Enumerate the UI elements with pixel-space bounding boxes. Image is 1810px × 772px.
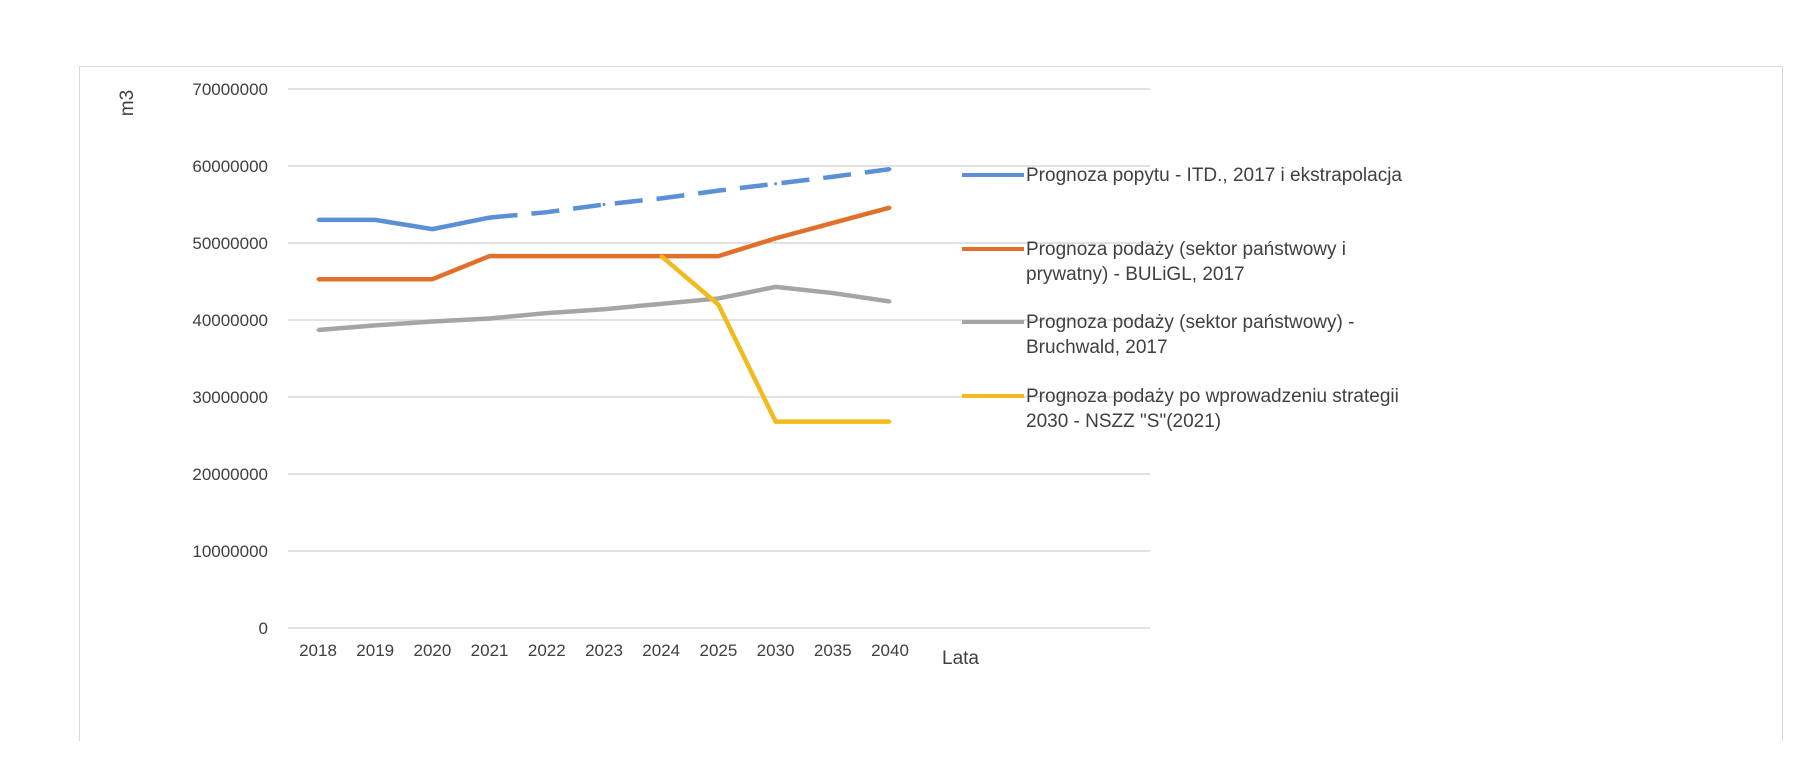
data-point bbox=[888, 420, 892, 424]
y-axis-ticks: 70000000 60000000 50000000 40000000 30000000… bbox=[192, 80, 268, 638]
data-point bbox=[488, 316, 492, 320]
x-tick-label: 2024 bbox=[642, 641, 680, 660]
legend-entry-4: Prognoza podaży po wprowadzeniu strategi… bbox=[962, 386, 1399, 432]
legend-entry-3: Prognoza podaży (sektor państwowy) - Bruc… bbox=[962, 312, 1354, 358]
series-line-dashed bbox=[489, 166, 891, 220]
data-point bbox=[545, 254, 549, 258]
data-point bbox=[716, 303, 720, 307]
data-point bbox=[716, 296, 720, 300]
data-point bbox=[316, 218, 320, 222]
legend-label: Prognoza podaży (sektor państwowy) - bbox=[1026, 312, 1354, 333]
data-point bbox=[545, 311, 549, 315]
data-point bbox=[602, 307, 606, 311]
legend: Prognoza popytu - ITD., 2017 i ekstrapol… bbox=[962, 165, 1402, 432]
x-tick-label: 2035 bbox=[814, 641, 852, 660]
x-tick-label: 2021 bbox=[471, 641, 509, 660]
legend-label: Bruchwald, 2017 bbox=[1026, 337, 1168, 358]
data-point bbox=[774, 236, 778, 240]
data-point bbox=[488, 254, 492, 258]
data-point bbox=[659, 196, 663, 200]
x-tick-label: 2023 bbox=[585, 641, 623, 660]
y-tick-label: 70000000 bbox=[192, 80, 268, 99]
grid-lines bbox=[288, 88, 1150, 629]
data-point bbox=[373, 323, 377, 327]
data-point bbox=[831, 420, 835, 424]
data-point bbox=[488, 216, 492, 220]
series-line-solid bbox=[318, 215, 491, 232]
x-tick-label: 2030 bbox=[757, 641, 795, 660]
data-point bbox=[430, 277, 434, 281]
series-1 bbox=[316, 166, 892, 232]
data-point bbox=[659, 254, 663, 258]
x-tick-label: 2022 bbox=[528, 641, 566, 660]
data-point bbox=[716, 254, 720, 258]
y-tick-label: 60000000 bbox=[192, 157, 268, 176]
y-tick-label: 0 bbox=[259, 619, 268, 638]
data-point bbox=[659, 302, 663, 306]
y-tick-label: 30000000 bbox=[192, 388, 268, 407]
data-point bbox=[774, 420, 778, 424]
data-point bbox=[316, 328, 320, 332]
series-lines bbox=[316, 166, 892, 424]
legend-label: Prognoza podaży po wprowadzeniu strategi… bbox=[1026, 386, 1399, 407]
legend-entry-2: Prognoza podaży (sektor państwowy i prywa… bbox=[962, 239, 1346, 285]
y-tick-label: 40000000 bbox=[192, 311, 268, 330]
x-axis-title: Lata bbox=[942, 648, 979, 669]
y-tick-label: 20000000 bbox=[192, 465, 268, 484]
data-point bbox=[430, 320, 434, 324]
x-tick-label: 2018 bbox=[299, 641, 337, 660]
x-tick-label: 2025 bbox=[699, 641, 737, 660]
data-point bbox=[602, 254, 606, 258]
data-point bbox=[888, 206, 892, 210]
series-3 bbox=[316, 284, 892, 333]
data-point bbox=[831, 175, 835, 179]
legend-label: Prognoza popytu - ITD., 2017 i ekstrapol… bbox=[1026, 165, 1402, 186]
data-point bbox=[373, 277, 377, 281]
data-point bbox=[373, 218, 377, 222]
data-point bbox=[774, 182, 778, 186]
legend-label: prywatny) - BULiGL, 2017 bbox=[1026, 264, 1245, 285]
x-tick-label: 2019 bbox=[356, 641, 394, 660]
series-4 bbox=[659, 254, 892, 424]
data-point bbox=[316, 277, 320, 281]
y-tick-label: 10000000 bbox=[192, 542, 268, 561]
y-axis-title: m3 bbox=[117, 90, 138, 116]
legend-label: Prognoza podaży (sektor państwowy i bbox=[1026, 239, 1346, 260]
x-tick-label: 2020 bbox=[413, 641, 451, 660]
data-point bbox=[888, 300, 892, 304]
x-axis-ticks: 2018 2019 2020 2021 2022 2023 2024 2025 2030 2035… bbox=[299, 641, 909, 660]
legend-entry-1: Prognoza popytu - ITD., 2017 i ekstrapol… bbox=[962, 165, 1402, 186]
y-tick-label: 50000000 bbox=[192, 234, 268, 253]
data-point bbox=[831, 221, 835, 225]
data-point bbox=[602, 203, 606, 206]
data-point bbox=[774, 285, 778, 289]
data-point bbox=[545, 210, 549, 214]
data-point bbox=[430, 227, 434, 231]
data-point bbox=[716, 189, 720, 193]
data-point bbox=[831, 291, 835, 295]
x-tick-label: 2040 bbox=[871, 641, 909, 660]
data-point bbox=[888, 167, 892, 171]
legend-label: 2030 - NSZZ "S"(2021) bbox=[1026, 411, 1221, 432]
